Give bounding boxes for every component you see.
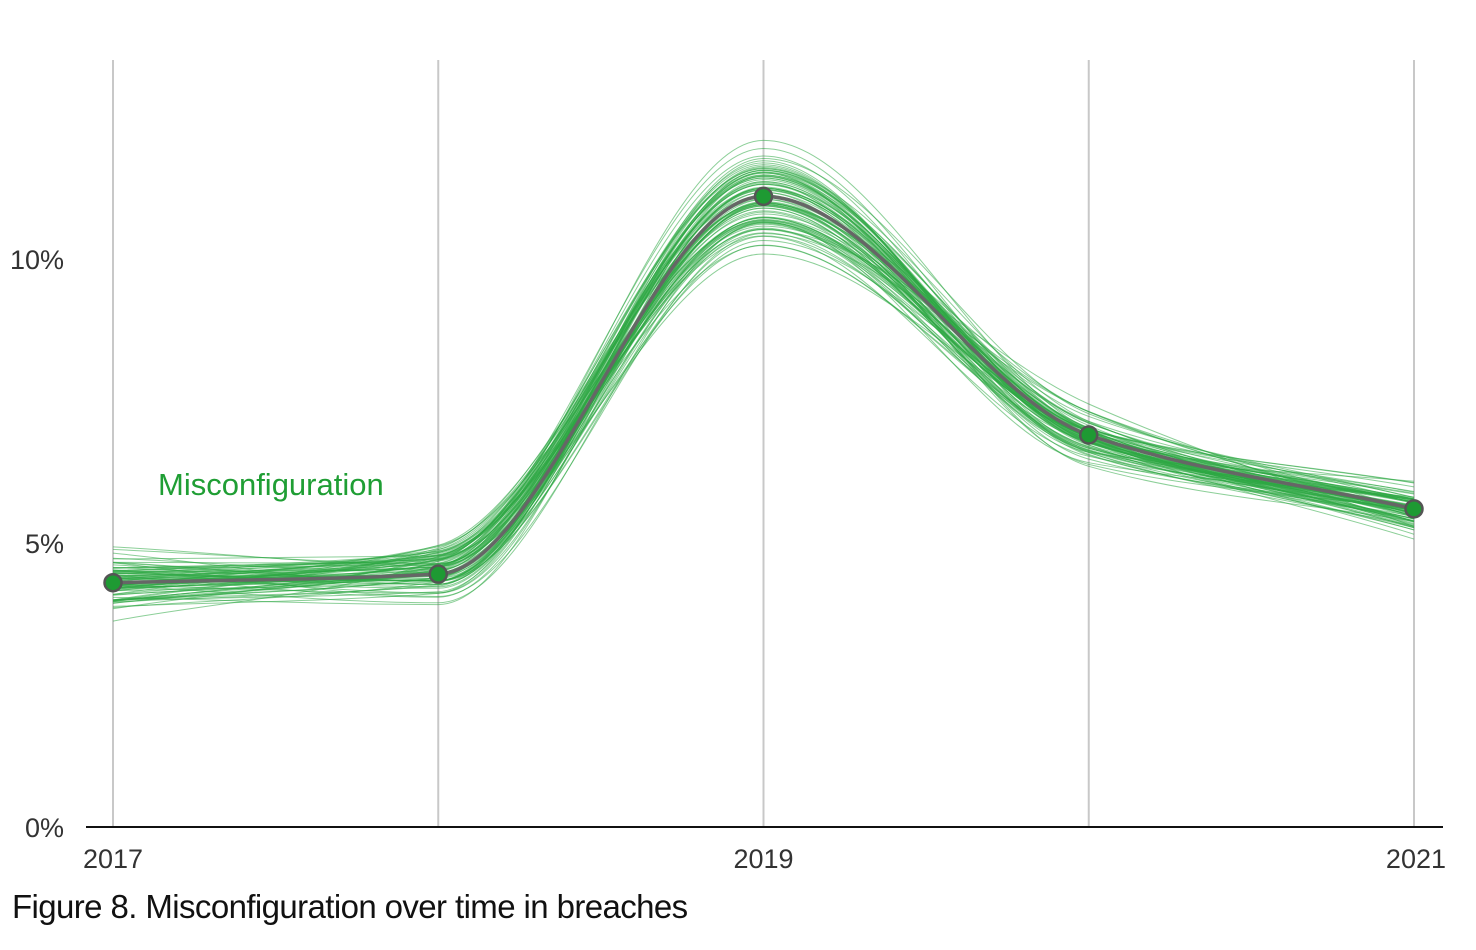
- sample-line: [112, 228, 1415, 582]
- y-axis-tick-labels: 0% 5% 10%: [10, 245, 64, 843]
- chart: 0% 5% 10% 2017 2019 2021 Misconfiguration: [10, 60, 1446, 874]
- sample-line: [112, 172, 1415, 592]
- x-axis-tick-labels: 2017 2019 2021: [83, 844, 1446, 874]
- data-point-2019: [753, 186, 774, 207]
- sample-line: [112, 211, 1415, 577]
- y-tick-label: 0%: [25, 813, 64, 843]
- data-point-2020: [1079, 425, 1099, 445]
- sample-line: [112, 181, 1415, 601]
- x-tick-label: 2019: [733, 844, 793, 874]
- sample-line: [112, 187, 1415, 585]
- x-tick-label: 2017: [83, 844, 143, 874]
- sample-line: [112, 202, 1415, 587]
- sample-line: [112, 177, 1415, 595]
- sample-line: [112, 221, 1415, 572]
- figure-caption: Figure 8. Misconfiguration over time in …: [12, 888, 688, 925]
- data-point-2021: [1404, 499, 1424, 519]
- x-tick-label: 2021: [1386, 844, 1446, 874]
- data-point-2017: [103, 572, 123, 593]
- sample-line: [112, 176, 1415, 586]
- sample-line: [112, 232, 1415, 597]
- data-points: [103, 186, 1424, 593]
- series-label-misconfiguration: Misconfiguration: [158, 467, 384, 502]
- sample-line: [112, 183, 1415, 604]
- sample-line: [112, 187, 1415, 579]
- data-point-2018: [428, 564, 448, 584]
- sample-line: [112, 207, 1415, 604]
- y-tick-label: 5%: [25, 529, 64, 559]
- y-tick-label: 10%: [10, 245, 64, 275]
